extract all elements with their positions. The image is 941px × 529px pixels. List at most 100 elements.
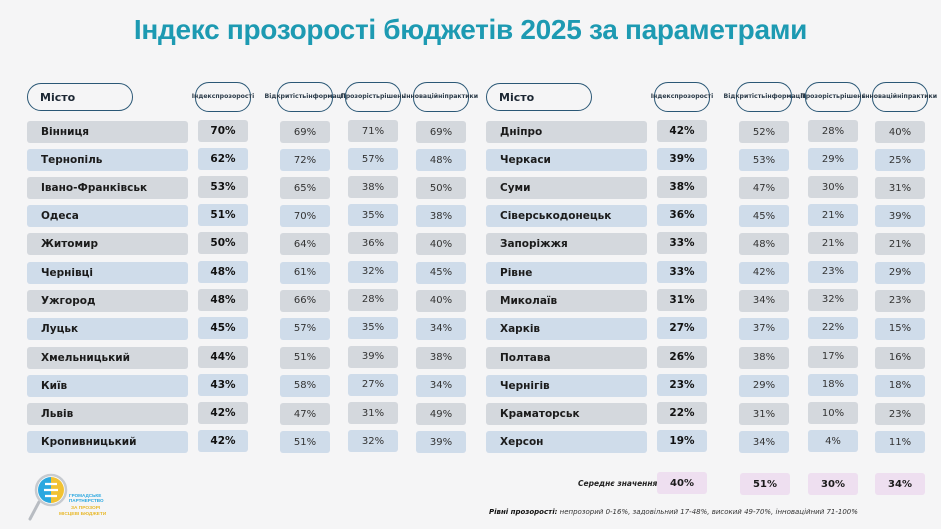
city-name: Кропивницький xyxy=(27,431,188,454)
index-value: 50% xyxy=(198,232,248,255)
city-name: Луцьк xyxy=(27,317,188,340)
city-name: Рівне xyxy=(486,261,647,284)
index-value: 44% xyxy=(198,345,248,368)
city-name: Миколаїв xyxy=(486,289,647,312)
average-decisions: 30% xyxy=(808,473,858,495)
innovation-value: 29% xyxy=(875,261,925,284)
innovation-value: 34% xyxy=(416,374,466,397)
decisions-value: 22% xyxy=(808,316,858,339)
header-innovation: Інноваційні практики xyxy=(404,82,478,112)
city-name: Житомир xyxy=(27,233,188,256)
index-value: 23% xyxy=(657,373,707,396)
header-index-line2: прозорості xyxy=(215,92,255,100)
openness-value: 61% xyxy=(280,261,330,284)
index-value: 33% xyxy=(657,232,707,255)
header-openness-line2: інформації xyxy=(765,92,805,100)
header-decisions-line1: Прозорість xyxy=(340,92,380,100)
decisions-value: 28% xyxy=(348,288,398,311)
logo: ГРОМАДСЬКЕ ПАРТНЕРСТВО ЗА ПРОЗОРІ МІСЦЕВ… xyxy=(27,472,107,524)
openness-value: 38% xyxy=(739,346,789,369)
header-innovation: Інноваційні практики xyxy=(863,82,937,112)
header-index-line2: прозорості xyxy=(674,92,714,100)
decisions-value: 4% xyxy=(808,430,858,453)
innovation-value: 25% xyxy=(875,149,925,172)
innovation-value: 40% xyxy=(416,289,466,312)
innovation-value: 50% xyxy=(416,177,466,200)
openness-value: 64% xyxy=(280,233,330,256)
index-value: 33% xyxy=(657,260,707,283)
header-city: Місто xyxy=(486,83,592,111)
decisions-value: 28% xyxy=(808,120,858,142)
innovation-value: 21% xyxy=(875,233,925,256)
innovation-value: 39% xyxy=(416,431,466,454)
index-value: 42% xyxy=(198,402,248,424)
svg-text:ЗА ПРОЗОРІ: ЗА ПРОЗОРІ xyxy=(71,505,101,511)
header-innovation-line1: Інноваційні xyxy=(403,92,445,100)
decisions-value: 32% xyxy=(808,288,858,311)
innovation-value: 45% xyxy=(416,261,466,284)
index-value: 31% xyxy=(657,288,707,311)
index-value: 48% xyxy=(198,260,248,283)
innovation-value: 49% xyxy=(416,403,466,425)
city-name: Сіверськодонецьк xyxy=(486,205,647,228)
innovation-value: 34% xyxy=(416,317,466,340)
innovation-value: 40% xyxy=(416,233,466,256)
city-name: Львів xyxy=(27,403,188,425)
city-name: Дніпро xyxy=(486,121,647,143)
decisions-value: 38% xyxy=(348,176,398,199)
city-name: Тернопіль xyxy=(27,149,188,172)
average-index: 40% xyxy=(657,472,707,494)
innovation-value: 31% xyxy=(875,177,925,200)
city-name: Ужгород xyxy=(27,289,188,312)
innovation-value: 48% xyxy=(416,149,466,172)
index-value: 26% xyxy=(657,345,707,368)
header-openness: Відкритість інформації xyxy=(265,82,345,112)
magnifier-logo-icon: ГРОМАДСЬКЕ ПАРТНЕРСТВО ЗА ПРОЗОРІ МІСЦЕВ… xyxy=(28,473,107,521)
innovation-value: 40% xyxy=(875,121,925,143)
openness-value: 58% xyxy=(280,374,330,397)
city-name: Полтава xyxy=(486,346,647,369)
index-value: 62% xyxy=(198,148,248,171)
decisions-value: 10% xyxy=(808,402,858,424)
decisions-value: 35% xyxy=(348,204,398,227)
header-innovation-line1: Інноваційні xyxy=(862,92,904,100)
openness-value: 51% xyxy=(280,346,330,369)
decisions-value: 21% xyxy=(808,204,858,227)
svg-text:МІСЦЕВІ БЮДЖЕТИ: МІСЦЕВІ БЮДЖЕТИ xyxy=(59,511,107,517)
decisions-value: 17% xyxy=(808,345,858,368)
city-name: Краматорськ xyxy=(486,403,647,425)
decisions-value: 21% xyxy=(808,232,858,255)
header-decisions: Прозорість рішень xyxy=(341,82,405,112)
city-name: Київ xyxy=(27,374,188,397)
average-innovation: 34% xyxy=(875,473,925,495)
index-value: 27% xyxy=(657,316,707,339)
decisions-value: 30% xyxy=(808,176,858,199)
city-name: Черкаси xyxy=(486,149,647,172)
header-decisions: Прозорість рішень xyxy=(801,82,865,112)
index-value: 70% xyxy=(198,120,248,142)
header-index: Індекс прозорості xyxy=(192,82,255,112)
decisions-value: 35% xyxy=(348,316,398,339)
decisions-value: 32% xyxy=(348,260,398,283)
innovation-value: 18% xyxy=(875,374,925,397)
openness-value: 45% xyxy=(739,205,789,228)
openness-value: 51% xyxy=(280,431,330,454)
openness-value: 69% xyxy=(280,121,330,143)
index-value: 42% xyxy=(198,430,248,453)
openness-value: 42% xyxy=(739,261,789,284)
page-title: Індекс прозорості бюджетів 2025 за парам… xyxy=(133,14,808,45)
openness-value: 47% xyxy=(739,177,789,200)
decisions-value: 36% xyxy=(348,232,398,255)
city-name: Харків xyxy=(486,317,647,340)
innovation-value: 16% xyxy=(875,346,925,369)
openness-value: 29% xyxy=(739,374,789,397)
svg-text:ГРОМАДСЬКЕ: ГРОМАДСЬКЕ xyxy=(69,493,101,498)
city-name: Запоріжжя xyxy=(486,233,647,256)
index-value: 38% xyxy=(657,176,707,199)
svg-text:ПАРТНЕРСТВО: ПАРТНЕРСТВО xyxy=(69,498,104,503)
decisions-value: 39% xyxy=(348,345,398,368)
index-value: 39% xyxy=(657,148,707,171)
innovation-value: 11% xyxy=(875,431,925,454)
header-decisions-line1: Прозорість xyxy=(800,92,840,100)
header-city: Місто xyxy=(27,83,133,111)
